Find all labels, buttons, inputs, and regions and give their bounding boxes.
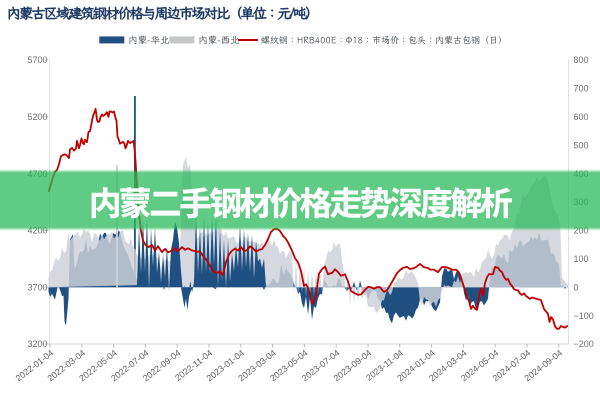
svg-text:200: 200 xyxy=(574,226,589,236)
svg-text:100: 100 xyxy=(574,254,589,264)
svg-text:−200: −200 xyxy=(574,339,594,349)
svg-text:800: 800 xyxy=(574,55,589,65)
svg-text:700: 700 xyxy=(574,84,589,94)
svg-text:0: 0 xyxy=(574,282,579,292)
svg-text:5200: 5200 xyxy=(27,112,47,122)
svg-text:3700: 3700 xyxy=(27,282,47,292)
svg-text:500: 500 xyxy=(574,140,589,150)
svg-text:4200: 4200 xyxy=(27,226,47,236)
svg-text:3200: 3200 xyxy=(27,339,47,349)
svg-text:−100: −100 xyxy=(574,311,594,321)
svg-text:5700: 5700 xyxy=(27,55,47,65)
svg-text:600: 600 xyxy=(574,112,589,122)
